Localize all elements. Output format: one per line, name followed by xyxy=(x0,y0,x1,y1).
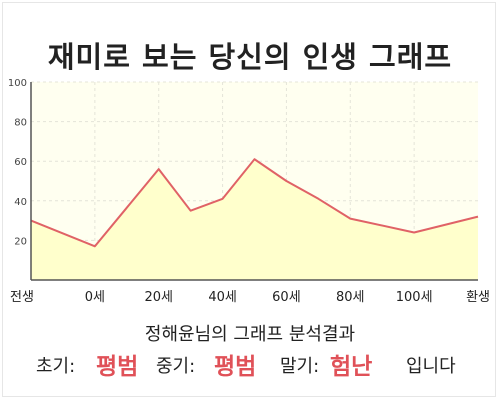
late-value: 험난 xyxy=(330,354,373,380)
result-suffix: 입니다 xyxy=(406,356,456,377)
early-label: 초기: xyxy=(36,356,76,377)
life-line xyxy=(30,158,479,248)
x-tick-label: 20세 xyxy=(144,290,173,305)
x-tick-label: 60세 xyxy=(272,290,301,305)
mid-value: 평범 xyxy=(214,354,257,380)
x-tick-label: 환생 xyxy=(466,290,490,305)
x-tick-label: 0세 xyxy=(85,290,105,305)
x-tick-label: 100세 xyxy=(396,290,433,305)
mid-label: 중기: xyxy=(156,356,196,377)
life-graph-chart: 20 40 60 80 100 전생 0세 20세 40세 60세 80세 100세 환생 xyxy=(8,78,490,305)
x-tick-label: 전생 xyxy=(10,290,34,305)
x-tick-label: 80세 xyxy=(336,290,365,305)
page-title: 재미로 보는 당신의 인생 그래프 xyxy=(47,40,453,74)
y-axis-ticks: 20 40 60 80 100 xyxy=(8,78,27,247)
early-value: 평범 xyxy=(96,354,139,380)
y-tick-label: 40 xyxy=(14,197,27,208)
y-tick-label: 20 xyxy=(14,236,27,247)
x-tick-label: 40세 xyxy=(208,290,237,305)
analysis-summary: 정해윤님의 그래프 분석결과 xyxy=(144,324,356,345)
y-tick-label: 60 xyxy=(14,157,27,168)
y-tick-label: 100 xyxy=(8,78,27,89)
analysis-result: 초기: 평범 중기: 평범 말기: 험난 입니다 xyxy=(0,346,500,380)
x-axis-ticks: 전생 0세 20세 40세 60세 80세 100세 환생 xyxy=(10,290,490,305)
late-label: 말기: xyxy=(280,356,320,377)
axes xyxy=(30,82,478,281)
y-tick-label: 80 xyxy=(14,118,27,129)
